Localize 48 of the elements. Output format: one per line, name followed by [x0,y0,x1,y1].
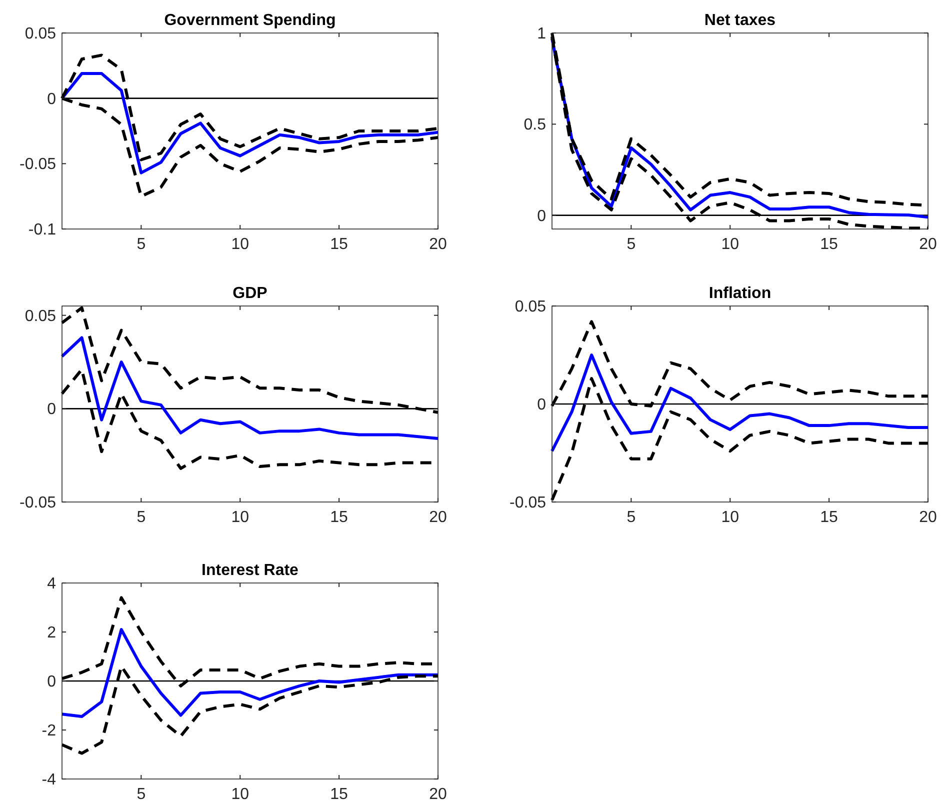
y-tick-label: -0.05 [510,494,546,512]
y-tick-label: 0 [47,401,56,418]
y-tick-label: 2 [47,624,56,642]
x-tick-label: 10 [721,509,740,526]
chart-title: Net taxes [704,12,776,29]
line-series [60,628,440,718]
chart-title: Inflation [708,285,772,302]
x-tick-label: 20 [919,509,937,526]
line-series [60,336,440,440]
x-tick-label: 5 [626,236,636,253]
chart-title: GDP [232,285,268,302]
x-tick-label: 10 [231,786,250,803]
x-tick-label: 5 [136,509,146,526]
y-tick-label: 0 [537,208,546,225]
y-tick-label: -2 [42,722,56,740]
chart-title: Interest Rate [202,562,299,579]
y-tick-label: 0.5 [524,116,546,134]
y-tick-label: 0.05 [24,26,56,42]
y-tick-label: 0 [47,674,56,690]
y-tick-label: 4 [47,576,56,592]
y-tick-label: -0.05 [20,494,56,512]
y-tick-label: 0 [537,396,546,414]
line-series [60,306,440,414]
x-tick-label: 10 [231,236,250,253]
x-tick-label: 20 [429,236,447,253]
x-tick-label: 15 [330,509,348,526]
x-tick-label: 15 [330,236,348,253]
x-tick-label: 15 [330,786,348,803]
x-tick-label: 15 [820,236,838,253]
y-tick-label: -0.1 [28,222,56,238]
chart-title: Government Spending [164,12,336,29]
x-tick-label: 5 [626,509,636,526]
y-tick-label: 0.05 [514,298,546,316]
x-tick-label: 5 [136,236,146,253]
y-tick-label: 0 [47,90,56,108]
y-tick-label: -4 [42,772,56,788]
x-tick-label: 15 [820,509,838,526]
x-tick-label: 5 [136,786,146,803]
line-series [550,354,930,453]
x-tick-label: 20 [429,786,447,803]
x-tick-label: 10 [231,509,250,526]
line-series [550,377,930,502]
y-tick-label: -0.05 [20,156,56,174]
x-tick-label: 20 [429,509,447,526]
y-tick-label: 0.05 [24,308,56,325]
x-tick-label: 10 [721,236,740,253]
y-tick-label: 1 [537,26,546,42]
x-tick-label: 20 [919,236,937,253]
